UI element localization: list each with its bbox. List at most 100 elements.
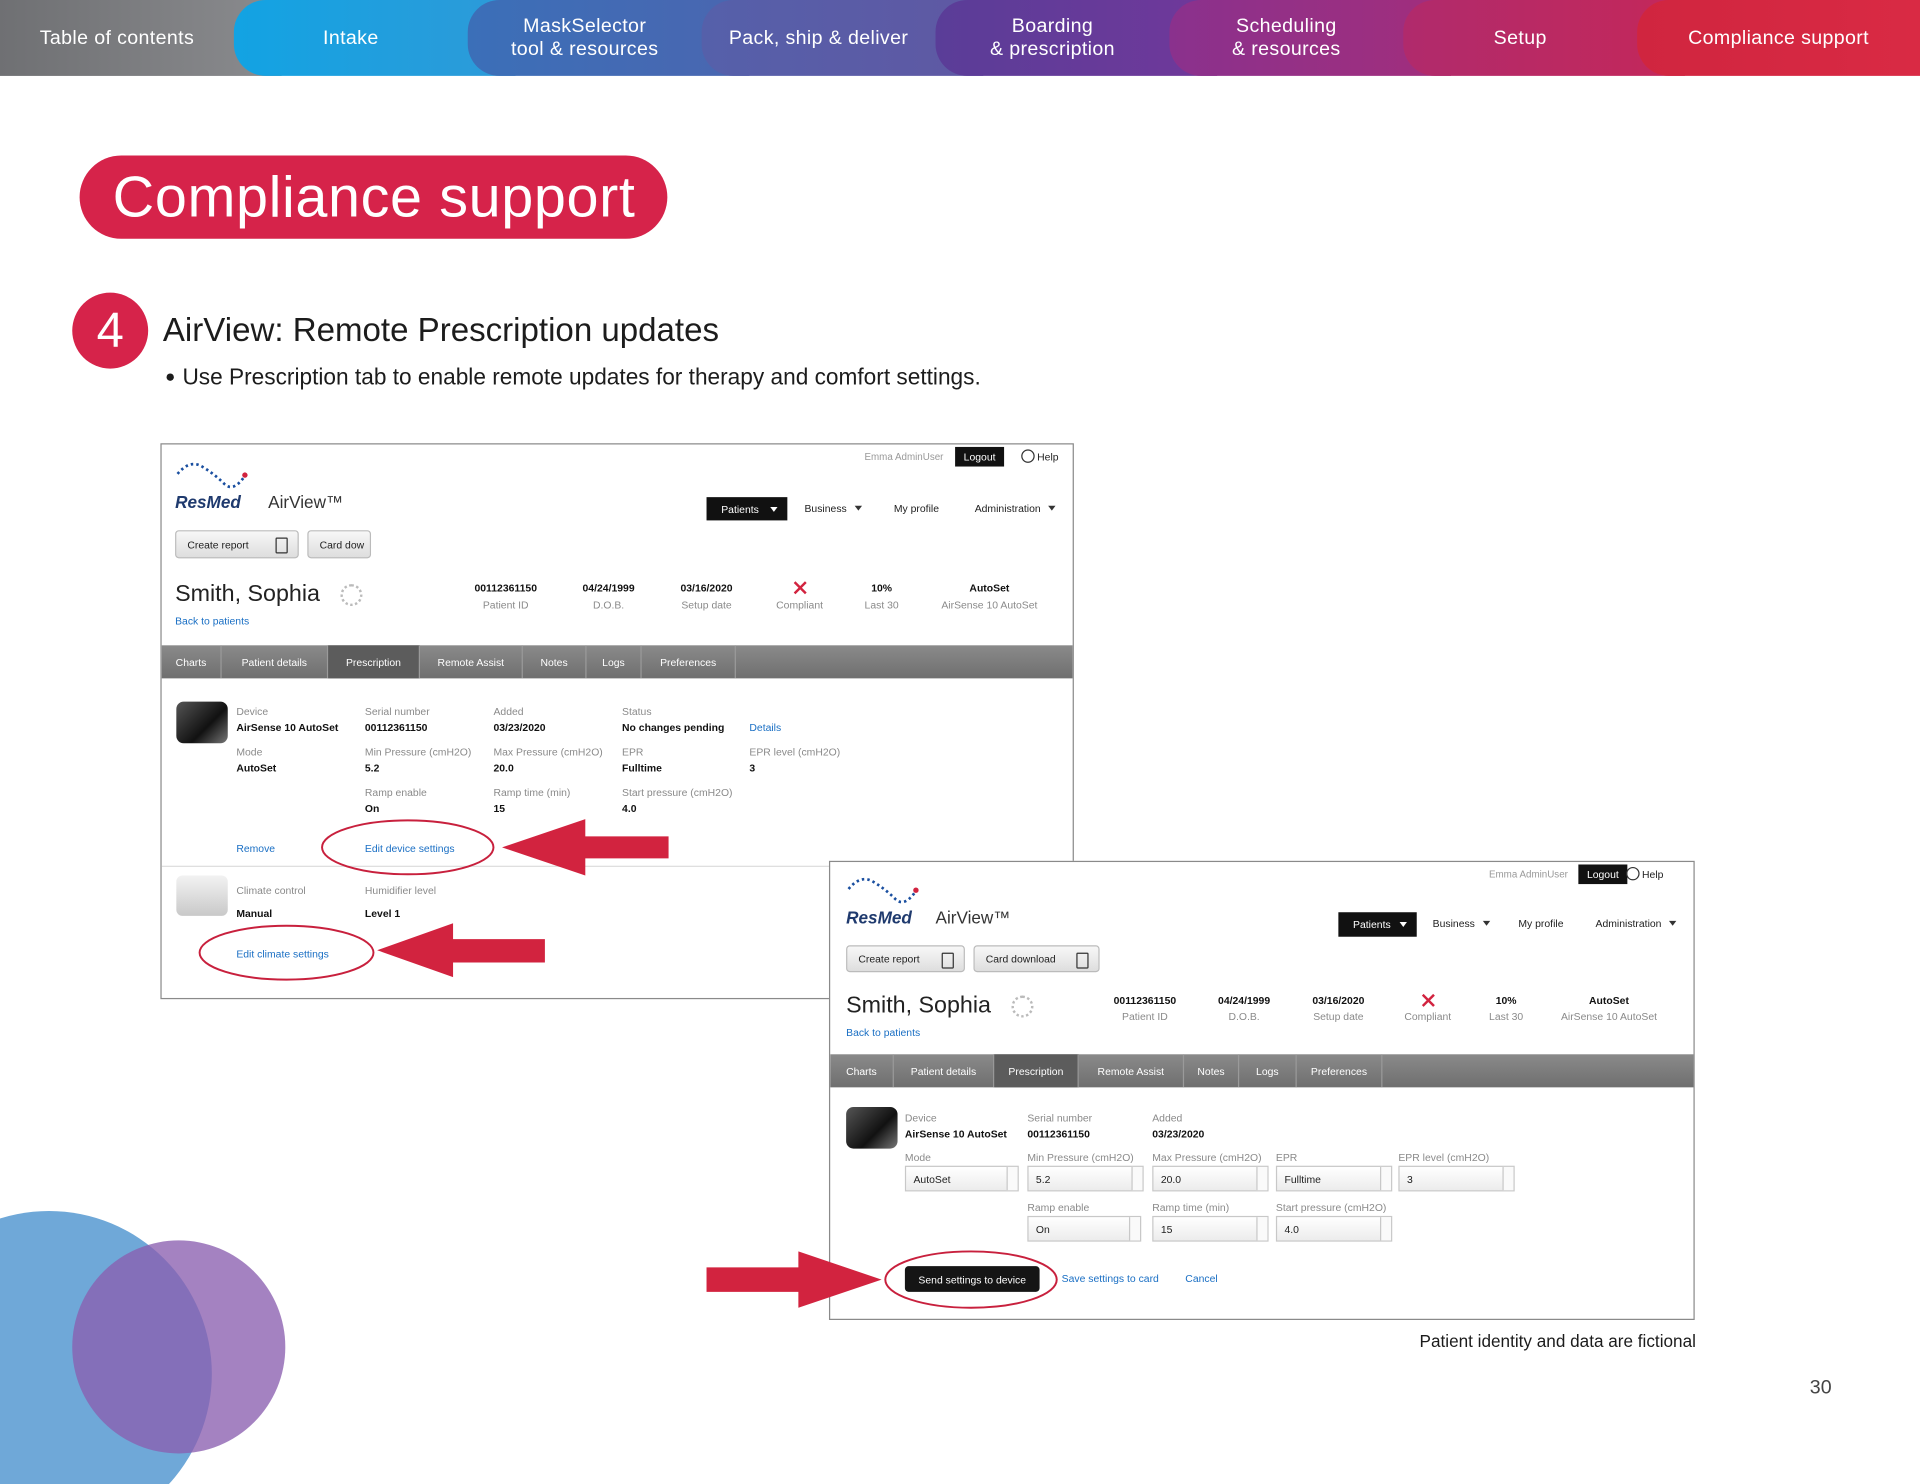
send-button[interactable]: Send settings to device	[904, 1266, 1040, 1292]
toolbar-button[interactable]: Card dow	[307, 530, 372, 559]
tab[interactable]: Remote Assist	[420, 645, 523, 679]
tab-active[interactable]: Prescription	[328, 645, 421, 679]
tab[interactable]: Notes	[523, 645, 587, 679]
tab[interactable]: Logs	[587, 645, 642, 679]
logo-mark	[847, 877, 919, 904]
device-image	[846, 1106, 898, 1149]
menu-item[interactable]: Business	[1432, 917, 1475, 930]
menu-item[interactable]: Administration	[1595, 917, 1662, 930]
logo-mark	[176, 462, 248, 489]
climate-link[interactable]: Edit climate settings	[236, 947, 329, 961]
tab-label: Charts	[175, 655, 207, 668]
tab[interactable]: Notes	[1184, 1054, 1240, 1088]
dropdown[interactable]: 15	[1152, 1215, 1269, 1242]
tab-label: Notes	[540, 655, 568, 668]
dropdown[interactable]: On	[1027, 1215, 1142, 1242]
dropdown[interactable]: 4.0	[1275, 1215, 1393, 1242]
tab[interactable]: Logs	[1239, 1054, 1297, 1088]
dropdown[interactable]: AutoSet	[904, 1165, 1019, 1192]
page-number: 30	[1809, 1377, 1832, 1399]
tab[interactable]: Charts	[830, 1054, 894, 1088]
help-link[interactable]: Help	[1642, 868, 1664, 881]
tab-bar	[161, 645, 1073, 679]
tab-active[interactable]: Prescription	[994, 1054, 1079, 1088]
dropdown[interactable]: 20.0	[1152, 1165, 1269, 1192]
help-link[interactable]: Help	[1037, 450, 1059, 463]
field-label: Min Pressure (cmH2O)	[364, 745, 472, 758]
field-value: AirSense 10 AutoSet	[904, 1127, 1007, 1141]
toolbar-button[interactable]: Create report	[175, 530, 299, 559]
button-label: Create report	[187, 538, 249, 551]
field-label: Serial number	[364, 705, 430, 718]
device-link[interactable]: Edit device settings	[364, 842, 455, 855]
details-link[interactable]: Details	[749, 721, 782, 734]
dropdown-value: Fulltime	[1284, 1172, 1321, 1185]
menu-item[interactable]: Business	[804, 502, 847, 515]
tab[interactable]: Preferences	[642, 645, 736, 679]
dropdown-value: 3	[1406, 1172, 1413, 1185]
stat-label: D.O.B.	[592, 598, 625, 612]
field-value: No changes pending	[622, 721, 725, 734]
device-link[interactable]: Remove	[236, 842, 276, 855]
tab-label: Preferences	[1310, 1064, 1368, 1077]
menu-item[interactable]: Administration	[974, 502, 1041, 515]
back-link[interactable]: Back to patients	[175, 614, 250, 627]
field-label: Status	[622, 705, 652, 718]
button-label: Card dow	[319, 538, 365, 551]
tab[interactable]: Patient details	[894, 1054, 995, 1088]
stat-label: AirSense 10 AutoSet	[941, 598, 1038, 612]
toolbar-button[interactable]: Create report	[846, 945, 965, 973]
title-pill: Compliance support	[79, 155, 668, 239]
logout-button[interactable]: Logout	[1578, 864, 1628, 885]
button-label: Create report	[858, 952, 920, 965]
tab[interactable]: Patient details	[222, 645, 329, 679]
button-icon	[275, 537, 288, 554]
highlight-ellipse	[198, 924, 375, 981]
tab-label: Remote Assist	[437, 655, 505, 668]
airview-screenshot-2: Emma AdminUser Logout Help ResMed AirView™ Pa…	[828, 860, 1695, 1321]
nav-tab[interactable]: Intake	[233, 0, 516, 76]
menu-caret	[854, 505, 863, 511]
menu-item[interactable]: My profile	[893, 502, 939, 515]
humidifier-image	[176, 875, 228, 916]
field-value: Fulltime	[622, 761, 662, 774]
tab-label: Logs	[602, 655, 625, 668]
dropdown[interactable]: 5.2	[1027, 1165, 1144, 1192]
field-label: Device	[904, 1111, 937, 1125]
tab[interactable]: Preferences	[1297, 1054, 1383, 1088]
field-label: Max Pressure (cmH2O)	[1152, 1151, 1262, 1164]
stat-value: 10%	[871, 581, 893, 594]
tab[interactable]: Remote Assist	[1079, 1054, 1185, 1088]
help-icon	[1626, 866, 1640, 881]
field-label: Device	[236, 705, 269, 718]
user-name: Emma AdminUser	[1488, 868, 1568, 880]
field-value: Manual	[236, 907, 273, 920]
menu-label[interactable]: Patients	[721, 502, 759, 515]
dropdown[interactable]: 3	[1398, 1165, 1515, 1192]
field-label: Added	[493, 705, 524, 718]
nav-tab[interactable]: Compliance support	[1637, 0, 1920, 76]
nav-tab[interactable]: Scheduling & resources	[1169, 0, 1452, 76]
logout-button[interactable]: Logout	[955, 446, 1005, 467]
menu-caret	[1048, 505, 1056, 511]
menu-label[interactable]: Patients	[1353, 918, 1391, 931]
stat-value: AutoSet	[1589, 994, 1629, 1007]
nav-tab[interactable]: MaskSelector tool & resources	[467, 0, 750, 76]
action-link[interactable]: Save settings to card	[1061, 1272, 1159, 1285]
stat-label: Last 30	[864, 598, 899, 612]
tab-bar	[830, 1054, 1694, 1088]
tab-label: Patient details	[910, 1064, 977, 1077]
arrow	[502, 819, 669, 876]
back-link[interactable]: Back to patients	[846, 1026, 921, 1039]
field-label: Ramp enable	[364, 786, 427, 799]
tab[interactable]: Charts	[162, 645, 222, 679]
dropdown[interactable]: Fulltime	[1275, 1165, 1393, 1192]
highlight-ellipse	[321, 819, 495, 876]
toolbar-button[interactable]: Card download	[973, 945, 1100, 973]
loading-icon	[340, 584, 363, 607]
action-link[interactable]: Cancel	[1185, 1272, 1218, 1285]
field-label: Serial number	[1027, 1111, 1093, 1125]
field-label: Ramp time (min)	[493, 786, 571, 799]
menu-item[interactable]: My profile	[1518, 917, 1564, 930]
